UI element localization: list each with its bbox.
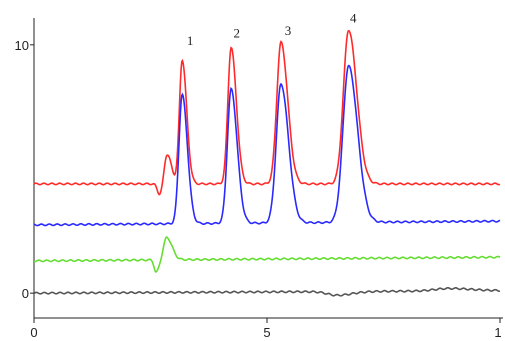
series-line-3 [33, 236, 501, 274]
axes [33, 18, 503, 319]
series-line-1 [33, 29, 501, 196]
peak-label-4: 4 [350, 10, 357, 25]
x-tick-label-2: 1 [494, 325, 501, 340]
x-tick-label-1: 5 [263, 325, 270, 340]
series-line-4 [33, 286, 501, 297]
x-tick-label-0: 0 [30, 325, 37, 340]
peak-label-1: 1 [187, 33, 194, 48]
series-line-2 [33, 64, 501, 227]
series-layer [33, 29, 501, 297]
y-tick-label-1: 10 [15, 38, 29, 53]
peak-label-2: 2 [233, 25, 240, 40]
peak-label-3: 3 [285, 23, 292, 38]
y-tick-label-0: 0 [22, 286, 29, 301]
peak-label-layer: 1 2 3 4 [187, 10, 357, 47]
